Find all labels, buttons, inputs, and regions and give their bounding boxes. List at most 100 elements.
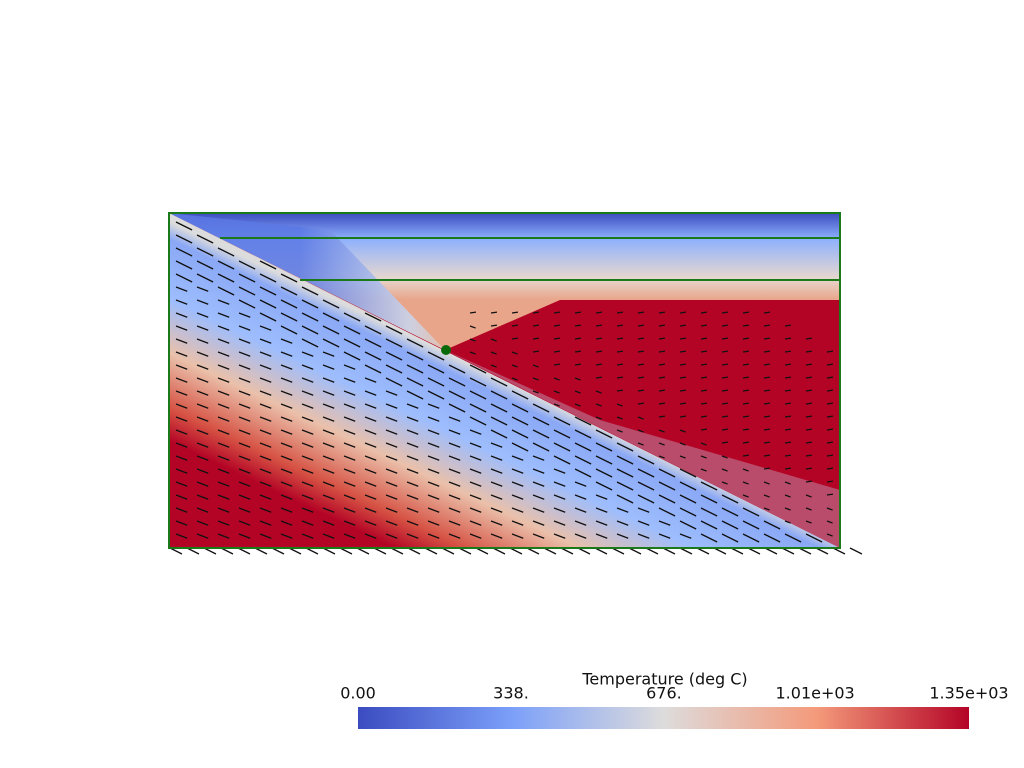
velocity-arrow <box>658 468 676 478</box>
velocity-arrow <box>679 455 686 459</box>
velocity-arrow <box>637 311 645 314</box>
velocity-arrow <box>343 507 356 513</box>
velocity-arrow <box>532 494 545 500</box>
velocity-arrow <box>301 325 319 335</box>
velocity-arrow <box>259 468 272 474</box>
velocity-arrow <box>658 389 666 392</box>
velocity-arrow <box>721 350 729 353</box>
velocity-arrow <box>553 494 566 500</box>
velocity-arrow <box>679 402 687 405</box>
velocity-arrow <box>700 389 708 392</box>
velocity-arrow <box>511 311 519 314</box>
velocity-arrow <box>490 481 503 487</box>
velocity-arrow <box>238 338 251 344</box>
velocity-arrow <box>343 468 356 474</box>
velocity-arrow <box>721 494 739 504</box>
velocity-arrow <box>826 363 834 366</box>
velocity-arrow <box>175 221 193 231</box>
velocity-arrow <box>259 286 277 296</box>
velocity-arrow <box>511 468 524 474</box>
velocity-arrow <box>742 507 760 517</box>
velocity-arrow <box>574 416 592 426</box>
velocity-arrow <box>217 455 230 461</box>
velocity-arrow <box>385 403 398 409</box>
velocity-arrow <box>574 455 592 465</box>
velocity-arrow <box>700 455 707 459</box>
velocity-arrow <box>427 416 440 422</box>
velocity-arrow <box>511 455 524 461</box>
velocity-arrow <box>700 376 708 379</box>
velocity-arrow <box>784 520 791 524</box>
velocity-arrow <box>406 442 419 448</box>
velocity-arrow <box>238 494 251 500</box>
velocity-arrow <box>364 520 377 526</box>
velocity-arrow <box>301 494 314 500</box>
velocity-arrow <box>532 533 545 539</box>
velocity-arrow <box>616 389 624 392</box>
velocity-arrow <box>553 442 571 452</box>
velocity-arrow <box>364 377 377 383</box>
velocity-arrow <box>448 377 466 387</box>
velocity-arrow <box>637 402 645 405</box>
velocity-arrow <box>511 507 524 513</box>
velocity-arrow <box>490 507 503 513</box>
velocity-arrow <box>469 403 487 413</box>
velocity-arrow <box>175 494 188 500</box>
velocity-arrow <box>700 324 708 327</box>
velocity-arrow <box>574 494 587 500</box>
velocity-arrow <box>658 481 676 491</box>
velocity-arrow <box>280 325 298 335</box>
velocity-arrow <box>784 324 792 327</box>
velocity-arrow <box>595 468 613 478</box>
velocity-arrow <box>301 351 314 357</box>
velocity-arrow <box>826 441 834 444</box>
velocity-arrow <box>175 377 188 383</box>
temperature-field <box>169 213 840 548</box>
velocity-arrow <box>469 390 487 400</box>
velocity-arrow <box>259 429 272 435</box>
velocity-arrow <box>364 442 377 448</box>
velocity-arrow <box>469 455 482 461</box>
velocity-arrow <box>259 364 272 370</box>
velocity-arrow <box>217 494 230 500</box>
velocity-arrow <box>490 351 497 355</box>
velocity-arrow <box>238 520 251 526</box>
velocity-arrow <box>343 520 356 526</box>
velocity-arrow <box>343 325 361 335</box>
velocity-arrow <box>448 429 461 435</box>
velocity-arrow <box>196 312 209 318</box>
velocity-arrow <box>238 377 251 383</box>
velocity-arrow <box>448 494 461 500</box>
velocity-arrow <box>385 468 398 474</box>
velocity-arrow <box>280 286 298 296</box>
velocity-arrow <box>364 533 377 539</box>
velocity-arrow <box>259 390 272 396</box>
velocity-arrow <box>427 494 440 500</box>
colorbar-tick-label: 1.01e+03 <box>776 684 855 703</box>
velocity-arrow <box>826 533 833 537</box>
velocity-arrow <box>217 312 230 318</box>
velocity-arrow <box>616 442 634 452</box>
velocity-arrow <box>175 481 188 487</box>
velocity-arrow <box>700 363 708 366</box>
velocity-arrow <box>196 325 209 331</box>
velocity-arrow <box>616 481 634 491</box>
velocity-arrow <box>343 364 356 370</box>
velocity-arrow <box>511 403 529 413</box>
velocity-arrow <box>532 416 550 426</box>
velocity-arrow <box>301 442 314 448</box>
velocity-arrow <box>637 376 645 379</box>
velocity-arrow <box>637 481 655 491</box>
velocity-arrow <box>322 455 335 461</box>
velocity-arrow <box>616 507 629 513</box>
velocity-arrow <box>280 520 293 526</box>
velocity-arrow <box>595 533 608 539</box>
velocity-arrow <box>469 377 487 387</box>
velocity-arrow <box>280 351 293 357</box>
velocity-arrow <box>364 481 377 487</box>
velocity-arrow <box>637 337 645 340</box>
velocity-arrow <box>301 338 319 348</box>
slab-region <box>169 213 840 548</box>
velocity-arrow <box>238 533 251 539</box>
velocity-arrow <box>553 311 561 314</box>
